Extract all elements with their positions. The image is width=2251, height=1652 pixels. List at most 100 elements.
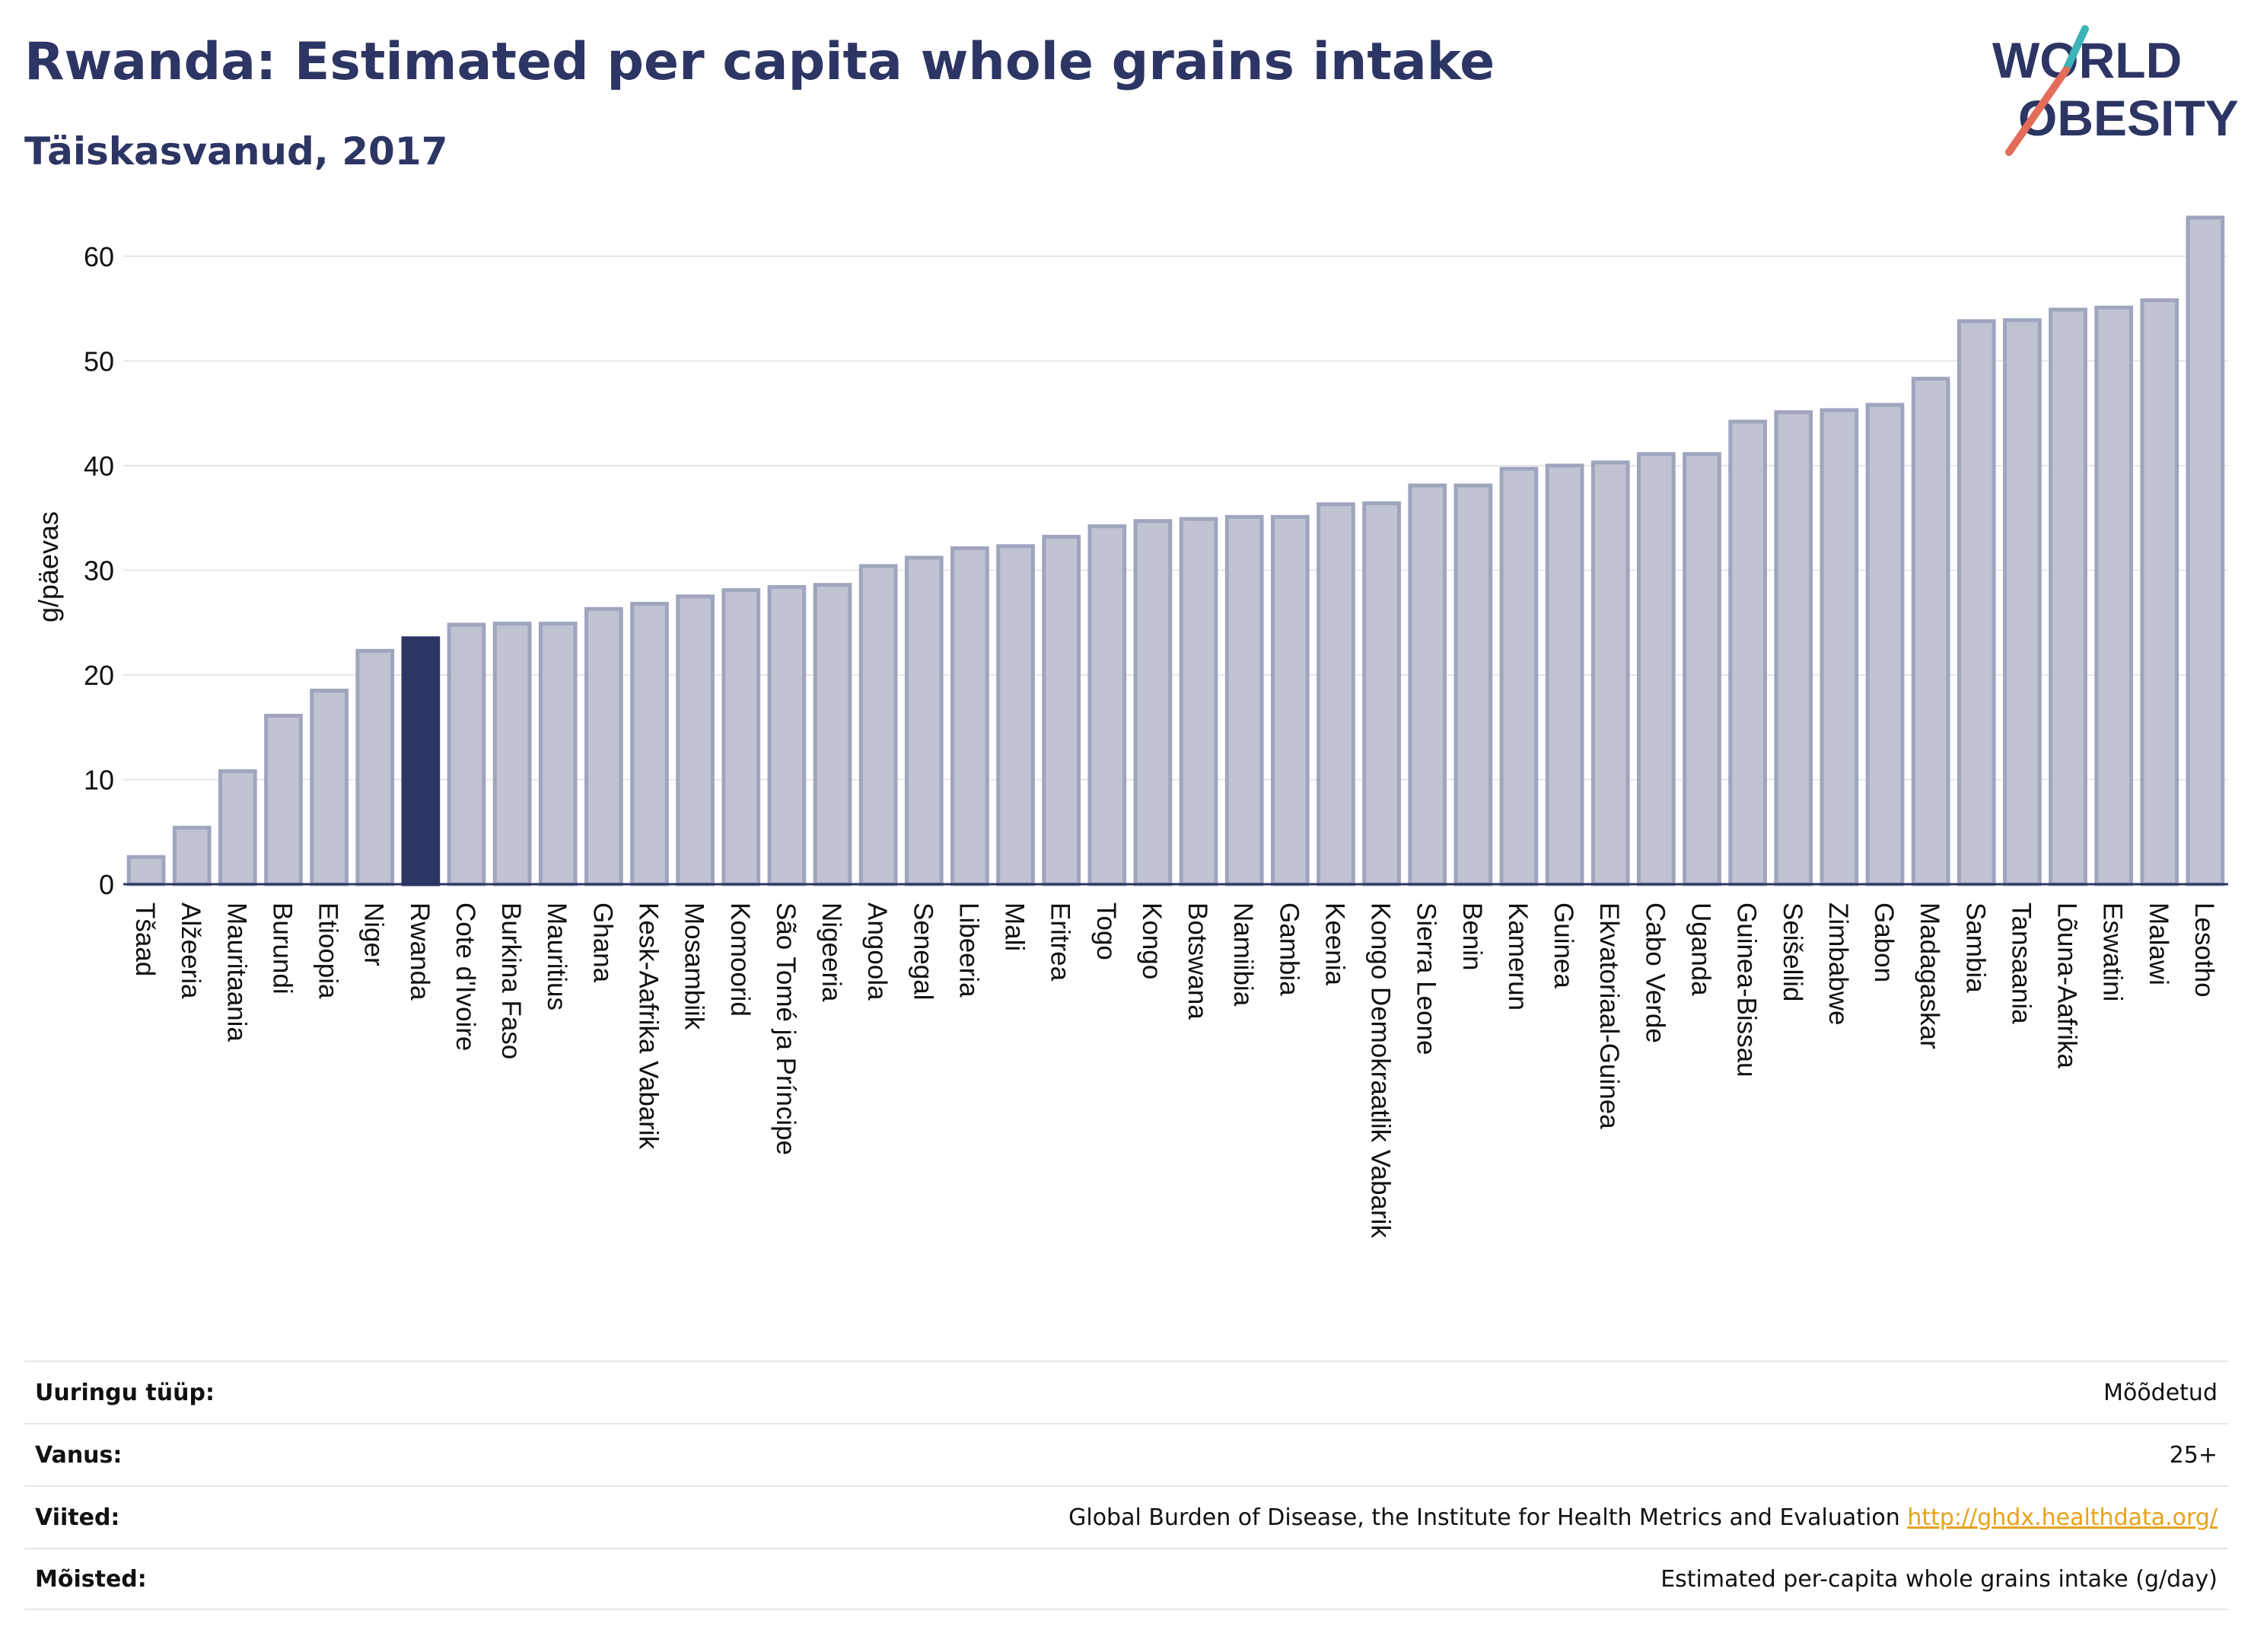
bar [401,636,441,886]
x-tick-label: Gabon [1869,902,1899,982]
x-tick-label: Keenia [1320,902,1349,986]
x-tick-label: Tansaania [2006,902,2036,1024]
y-tick-label: 10 [84,764,114,795]
info-row-survey-type: Uuringu tüüp: Mõõdetud [24,1361,2228,1423]
x-tick-label: Burundi [267,902,297,995]
x-tick-label: Alžeeria [176,902,205,999]
logo-stroke-coral [2005,66,2070,156]
y-tick-label: 40 [84,450,114,482]
y-tick-label: 0 [99,869,114,900]
bar [1683,452,1721,886]
info-value: Estimated per-capita whole grains intake… [1660,1565,2218,1593]
bar [1362,501,1401,886]
x-tick-label: Nigeeria [817,902,846,1002]
x-tick-label: Mauritius [542,902,572,1011]
bar [538,622,578,886]
bar [2186,215,2225,886]
bar [2140,298,2179,886]
bar [492,622,532,886]
bar [813,583,852,886]
bar [447,622,486,886]
info-label: Viited: [35,1504,120,1531]
x-tick-label: Kamerun [1503,902,1533,1011]
bar [1179,517,1218,886]
info-row-age: Vanus: 25+ [24,1423,2228,1485]
info-value: Mõõdetud [2103,1379,2218,1406]
bar [1224,514,1264,886]
world-obesity-logo: WORLD OBESITY [1992,25,2237,156]
bar-chart: 0 10 20 30 40 50 60 Tšaad Alžeeria Mauritaania Bur… [33,215,2228,1238]
x-tick-label: Cote d'Ivoire [451,902,480,1051]
logo-stroke-teal [2062,25,2089,74]
bars-layer [126,215,2225,886]
x-tick-label: Lõuna-Aafrika [2052,902,2082,1068]
bar [1499,466,1539,886]
x-tick-label: Etioopia [314,902,343,999]
x-tick-label: Eritrea [1046,902,1075,982]
bar [2003,318,2042,886]
info-value: 25+ [2169,1441,2218,1469]
y-tick-label: 60 [84,241,114,272]
x-tick-label: Seišellid [1778,902,1807,1001]
info-row-references: Viited: Global Burden of Disease, the In… [24,1485,2228,1548]
chart-subtitle: Täiskasvanud, 2017 [24,129,448,173]
x-tick-label: Libeeria [954,902,983,998]
bar [172,826,212,886]
bar [218,769,257,886]
x-tick-label: Kongo Demokraatlik Vabarik [1366,902,1396,1238]
bar [1728,419,1767,886]
bar [676,594,715,886]
bar [1865,403,1905,886]
bar [1820,408,1859,886]
x-tick-label: Niger [359,902,389,966]
bar [1408,483,1447,886]
x-tick-label: Botswana [1183,902,1212,1020]
x-tick-label: Zimbabwe [1823,902,1853,1025]
y-tick-label: 50 [84,345,114,377]
info-table: Uuringu tüüp: Mõõdetud Vanus: 25+ Viited… [24,1361,2228,1610]
bar [858,564,898,886]
bar [584,606,623,886]
bar [1087,524,1127,886]
x-tick-label: Burkina Faso [496,902,526,1059]
bar [1270,514,1310,886]
bar [1545,463,1584,886]
x-tick-label: Mauritaania [221,902,251,1042]
bar [1637,452,1676,886]
bar [2049,307,2087,886]
bar [355,648,395,886]
chart-title: Rwanda: Estimated per capita whole grain… [24,32,1495,92]
x-tick-label: Sierra Leone [1412,902,1441,1055]
x-tick-label: Benin [1457,902,1487,971]
bar [1317,502,1355,886]
bar [630,601,669,886]
bar [1133,519,1173,886]
logo-text-obesity: OBESITY [2018,90,2237,146]
x-tick-label: Kesk-Aafrika Vabarik [634,902,664,1150]
bar [996,544,1035,886]
x-tick-label: Togo [1091,902,1121,960]
bar [950,546,989,886]
info-label: Mõisted: [35,1565,147,1593]
bar [2094,305,2134,886]
x-tick-label: Guinea-Bissau [1732,902,1762,1077]
x-tick-label: Ghana [587,902,617,983]
x-tick-label: Ekvatoriaal-Guinea [1594,902,1624,1129]
info-row-definitions: Mõisted: Estimated per-capita whole grai… [24,1548,2228,1610]
y-axis-label: g/päevas [33,511,64,622]
reference-link[interactable]: http://ghdx.healthdata.org/ [1907,1504,2218,1531]
x-tick-label: Rwanda [405,902,435,1001]
info-value-references: Global Burden of Disease, the Institute … [1068,1504,2218,1531]
x-tick-label: Mosambiik [680,902,709,1030]
x-tick-label: Guinea [1549,902,1578,988]
x-tick-label: Angoola [862,902,892,1001]
bar [1774,410,1813,886]
bar [721,588,761,886]
x-tick-label: Mali [1000,902,1030,951]
info-label: Vanus: [35,1441,123,1469]
axis-layer: 0 10 20 30 40 50 60 Tšaad Alžeeria Mauritaania Bur… [84,241,2228,1238]
bar [310,689,349,886]
bar [126,855,166,886]
reference-text: Global Burden of Disease, the Institute … [1068,1504,1900,1531]
bar [1911,377,1950,886]
